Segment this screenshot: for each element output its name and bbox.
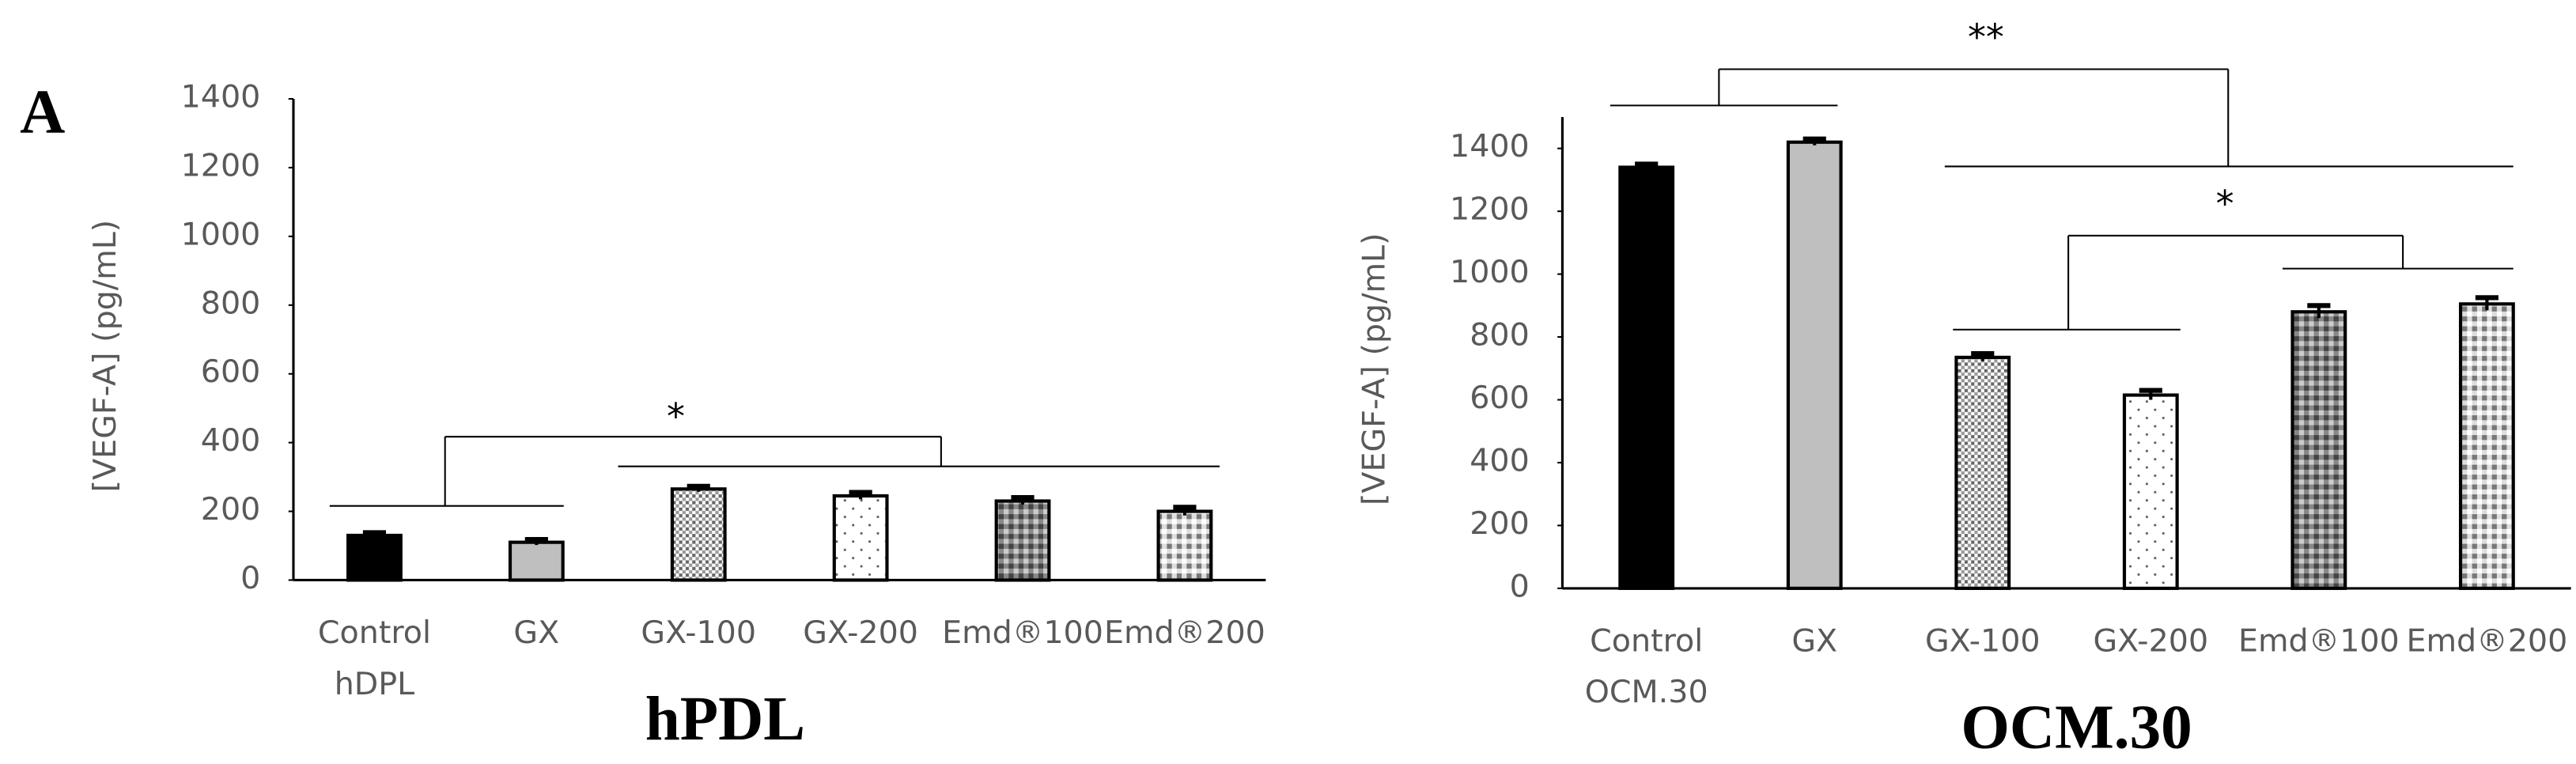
y-tick-label: 800 [201, 285, 261, 321]
y-tick-label: 200 [201, 491, 261, 528]
chart-title: hPDL [645, 684, 805, 754]
panel-label: A [20, 78, 65, 147]
x-tick-label: Emd®200 [1104, 615, 1265, 651]
y-tick-label: 1400 [1450, 128, 1530, 165]
y-tick-label: 0 [1510, 568, 1530, 604]
y-tick-label: 200 [1470, 505, 1530, 542]
x-tick-label: Control OCM.30 [1585, 622, 1708, 710]
bar [2458, 302, 2515, 590]
bar [2290, 310, 2347, 590]
x-tick-label: GX-100 [1925, 622, 2041, 659]
bar [832, 494, 889, 582]
bar [994, 499, 1051, 582]
bar [1954, 355, 2011, 590]
y-tick-label: 600 [201, 354, 261, 390]
y-tick-label: 1400 [181, 79, 261, 115]
y-tick-label: 0 [240, 560, 260, 596]
y-tick-label: 800 [1470, 317, 1530, 354]
y-axis-label: [VEGF-A] (pg/mL) [1356, 233, 1392, 505]
bar [508, 540, 565, 582]
significance-mark: * [2216, 182, 2234, 225]
y-tick-label: 600 [1470, 380, 1530, 416]
y-axis-label: [VEGF-A] (pg/mL) [87, 220, 123, 493]
significance-mark: ** [1968, 16, 2004, 59]
bar [1156, 509, 1213, 582]
bar [670, 487, 727, 582]
x-tick-label: Control hDPL [318, 615, 431, 702]
chart-title: OCM.30 [1961, 692, 2192, 762]
x-tick-label: GX [1791, 622, 1837, 659]
y-tick-label: 1200 [181, 147, 261, 183]
y-tick-label: 1000 [181, 216, 261, 252]
x-tick-label: Emd®100 [942, 615, 1103, 651]
y-tick-label: 400 [1470, 442, 1530, 478]
x-tick-label: GX [513, 615, 559, 651]
bar [1618, 165, 1675, 590]
x-tick-label: GX-200 [2093, 622, 2208, 659]
x-tick-label: Emd®200 [2406, 622, 2567, 659]
bar [346, 533, 403, 582]
x-tick-label: GX-200 [803, 615, 918, 651]
bar [2122, 393, 2179, 590]
x-tick-label: Emd®100 [2238, 622, 2400, 659]
y-tick-label: 1000 [1450, 254, 1530, 290]
y-tick-label: 1200 [1450, 191, 1530, 228]
bar [1786, 140, 1843, 590]
significance-mark: * [667, 395, 685, 437]
x-tick-label: GX-100 [641, 615, 756, 651]
y-tick-label: 400 [201, 422, 261, 459]
